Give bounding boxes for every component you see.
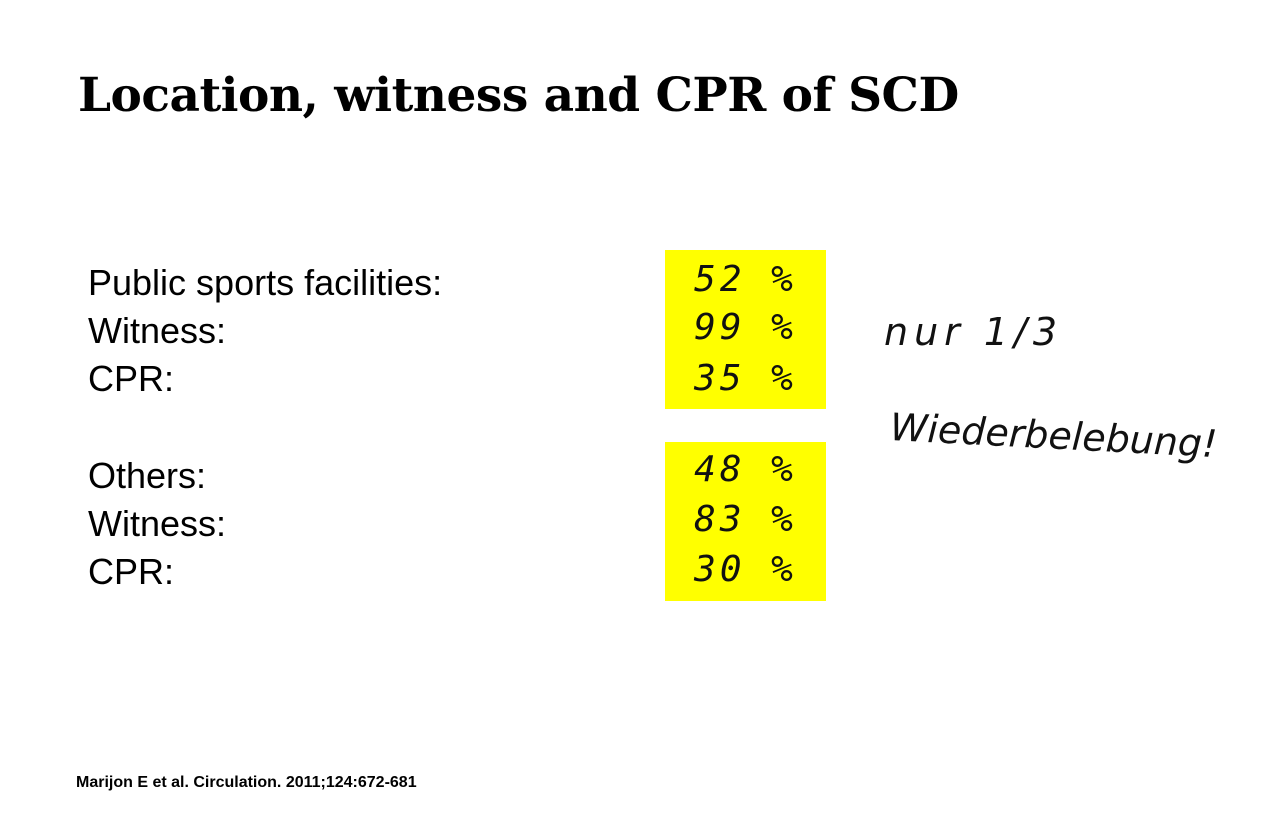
row-value: 30 % xyxy=(694,549,797,590)
handwritten-note: nur 1/3 xyxy=(884,310,1064,354)
row-label: CPR: xyxy=(88,551,175,592)
highlight-box xyxy=(665,442,826,601)
row-value: 48 % xyxy=(694,449,797,490)
row-value: 99 % xyxy=(694,307,797,348)
row-label: Witness: xyxy=(88,503,227,544)
highlight-box xyxy=(665,250,826,409)
citation: Marijon E et al. Circulation. 2011;124:6… xyxy=(76,774,417,791)
row-label: Public sports facilities: xyxy=(88,262,443,303)
handwritten-note: Wiederbelebung! xyxy=(888,405,1219,467)
row-label: Witness: xyxy=(88,310,227,351)
row-label: CPR: xyxy=(88,358,175,399)
row-value: 52 % xyxy=(694,259,797,300)
row-value: 83 % xyxy=(694,499,797,540)
slide-title: Location, witness and CPR of SCD xyxy=(78,68,959,123)
row-label: Others: xyxy=(88,455,207,496)
row-value: 35 % xyxy=(694,358,797,399)
